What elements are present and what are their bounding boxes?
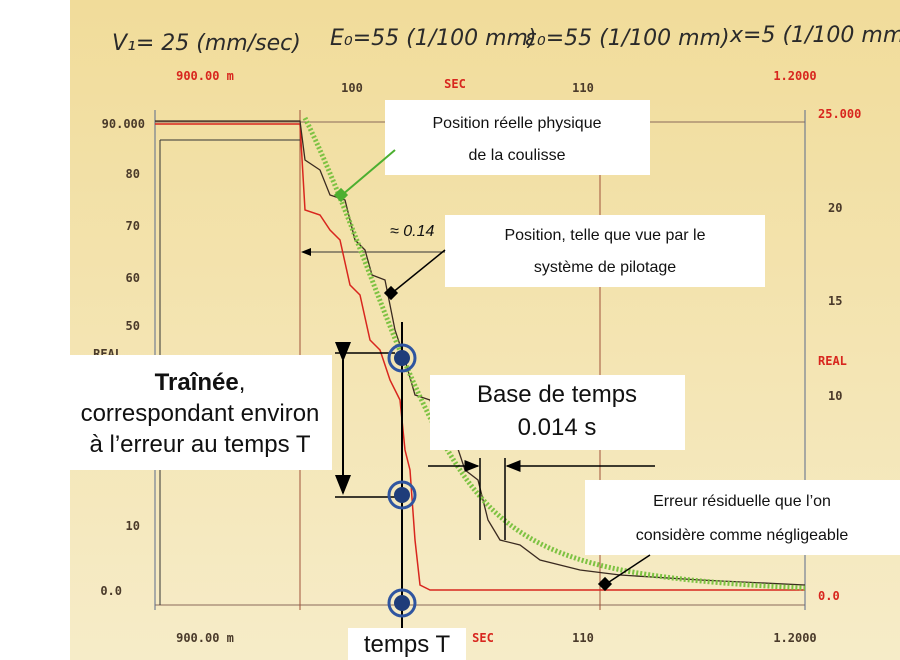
axis-label: 60 — [126, 271, 140, 285]
axis-label: 25.000 — [818, 107, 861, 121]
param: ε₀=55 (1/100 mm) — [525, 26, 730, 51]
axis-label: 900.00 m — [176, 69, 234, 83]
label: considère comme négligeable — [636, 527, 849, 544]
axis-label: 110 — [572, 631, 594, 645]
axis-label: 70 — [126, 219, 140, 233]
axis-label: 100 — [341, 81, 363, 95]
label: Base de temps — [477, 381, 637, 408]
axis-label: 0.0 — [100, 584, 122, 598]
label: Traînée, — [155, 369, 246, 396]
axis-label: 20 — [828, 201, 842, 215]
label: 0.014 s — [518, 414, 597, 441]
label: correspondant environ — [81, 400, 320, 427]
label: à l’erreur au temps T — [90, 431, 311, 458]
axis-label: 1.2000 — [773, 69, 816, 83]
axis-label: 80 — [126, 167, 140, 181]
param: x=5 (1/100 mm) — [729, 23, 900, 48]
bold-word: Traînée — [155, 369, 239, 396]
paper — [70, 0, 900, 660]
axis-label: 10 — [828, 389, 842, 403]
label: temps T — [364, 631, 451, 658]
param: V₁= 25 (mm/sec) — [112, 31, 301, 56]
axis-label: 1.2000 — [773, 631, 816, 645]
axis-label: 50 — [126, 319, 140, 333]
screenshot: V₁= 25 (mm/sec) E₀=55 (1/100 mm) ε₀=55 (… — [0, 0, 900, 660]
param: E₀=55 (1/100 mm) — [330, 26, 537, 51]
axis-label: SEC — [472, 631, 494, 645]
label: Erreur résiduelle que l’on — [653, 493, 831, 510]
label: système de pilotage — [534, 259, 676, 276]
trace-note: ≈ 0.14 — [390, 223, 434, 240]
axis-label: REAL — [818, 354, 847, 368]
axis-label: 90.000 — [102, 117, 145, 131]
label: Position, telle que vue par le — [504, 227, 705, 244]
axis-label: 15 — [828, 294, 842, 308]
label: Position réelle physique — [433, 115, 602, 132]
axis-label: SEC — [444, 77, 466, 91]
axis-label: 110 — [572, 81, 594, 95]
axis-label: 0.0 — [818, 589, 840, 603]
label: de la coulisse — [469, 147, 566, 164]
punct: , — [239, 369, 246, 396]
axis-label: 900.00 m — [176, 631, 234, 645]
axis-label: 10 — [126, 519, 140, 533]
